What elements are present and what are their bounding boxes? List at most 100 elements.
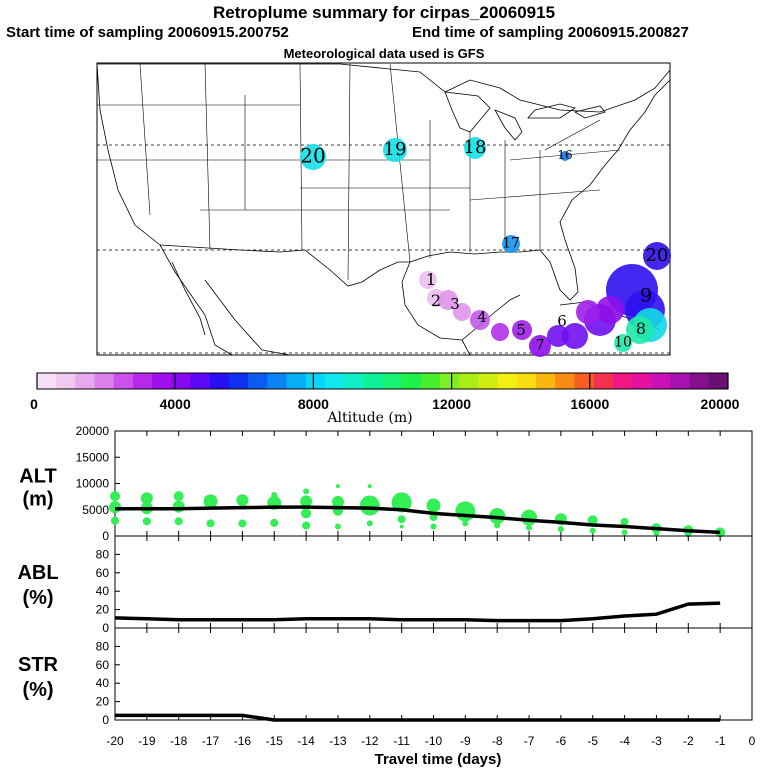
plume-day-label: 20 <box>646 245 669 266</box>
y-tick-label: 80 <box>96 639 110 653</box>
plume-day-label: 7 <box>536 338 545 354</box>
y-tick-label: 15000 <box>76 450 110 464</box>
plume-day-label: 19 <box>384 139 407 160</box>
x-tick-label: -16 <box>234 734 252 748</box>
altitude-point <box>236 494 249 507</box>
retroplume: 20 19 18 17 16 20 1 2 34 5 67 8 9 10 <box>300 137 671 357</box>
altitude-point <box>111 516 119 525</box>
panel-unit: (%) <box>22 587 53 609</box>
altitude-point <box>391 492 412 513</box>
trajectory-map: 20 19 18 17 16 20 1 2 34 5 67 8 9 10 <box>96 62 671 357</box>
plume-labels: 20 19 18 17 16 20 1 2 34 5 67 8 9 10 <box>300 137 668 354</box>
str-panel: 0 20 40 60 80 STR (%) <box>18 627 753 727</box>
colorbar-cell <box>440 373 460 389</box>
altitude-point <box>335 484 340 489</box>
x-tick-label: -11 <box>393 734 410 748</box>
x-tick-label: 0 <box>749 734 756 748</box>
panel-unit: (%) <box>22 679 53 701</box>
colorbar-cell <box>171 373 192 389</box>
x-tick-label: -17 <box>202 734 220 748</box>
altitude-point <box>367 484 372 489</box>
colorbar-cell <box>401 373 422 389</box>
colorbar-cell <box>152 373 172 389</box>
colorbar-cell <box>75 373 96 389</box>
x-tick-label: -2 <box>683 734 694 748</box>
altitude-point <box>173 491 184 502</box>
plume-day-label: 8 <box>636 319 646 338</box>
altitude-point <box>359 495 380 516</box>
plume-blob <box>453 303 471 321</box>
altitude-point <box>206 519 215 528</box>
altitude-median-line <box>115 505 721 535</box>
x-tick-label: -14 <box>297 734 315 748</box>
colorbar-cell <box>56 373 76 389</box>
colorbar-cell <box>190 373 211 389</box>
start-time-value: 20060915.200752 <box>167 24 289 41</box>
y-tick-label: 10000 <box>76 477 110 491</box>
altitude-point <box>587 515 598 526</box>
colorbar-cell <box>708 373 729 389</box>
colorbar-cell <box>113 373 134 389</box>
colorbar-tick-label: 0 <box>30 396 38 412</box>
y-tick-label: 40 <box>96 676 110 690</box>
plume-blob <box>529 335 551 357</box>
colorbar-cell <box>478 373 499 389</box>
y-tick-label: 5000 <box>82 503 109 517</box>
plume-day-label: 10 <box>614 335 632 351</box>
colorbar-cell <box>132 373 153 389</box>
colorbar-ticks: 0 4000 8000 12000 16000 20000 <box>30 373 740 412</box>
colorbar-cell <box>516 373 537 389</box>
colorbar-cell <box>632 373 652 389</box>
y-tick-label: 0 <box>102 713 109 727</box>
altitude-point <box>334 523 341 530</box>
plume-day-label: 9 <box>640 284 652 306</box>
colorbar-cell <box>536 373 556 389</box>
colorbar-cell <box>363 373 383 389</box>
x-tick-label: -1 <box>715 734 726 748</box>
end-time: End time of sampling 20060915.200827 <box>412 24 689 41</box>
altitude-point <box>621 529 628 536</box>
y-tick-label: 60 <box>96 658 110 672</box>
altitude-point <box>238 519 247 528</box>
x-axis-title: Travel time (days) <box>375 751 502 768</box>
plume-day-label: 17 <box>502 236 520 252</box>
colorbar-title: Altitude (m) <box>326 410 412 426</box>
plume-day-label: 20 <box>300 144 325 168</box>
colorbar-cell <box>459 373 479 389</box>
end-time-label: End time of sampling <box>412 24 564 41</box>
plume-blob <box>643 242 671 270</box>
altitude-point <box>653 529 660 536</box>
alt-panel: 0 5000 10000 15000 20000 ALT(m) <box>19 424 753 543</box>
colorbar-cell <box>248 373 268 389</box>
figure-title: Retroplume summary for cirpas_20060915 <box>212 3 556 22</box>
y-tick-label: 20000 <box>76 424 110 438</box>
x-tick-label: -18 <box>170 734 188 748</box>
plume-day-label: 4 <box>477 308 487 326</box>
plume-blob <box>383 138 407 162</box>
plume-blob <box>626 316 654 344</box>
plume-blob <box>470 310 490 330</box>
x-tick-label: -12 <box>361 734 379 748</box>
panel-unit: (m) <box>22 489 53 511</box>
colorbar-cell <box>497 373 518 389</box>
plume-blob <box>502 235 520 253</box>
colorbar-cell <box>382 373 403 389</box>
plume-blob <box>491 323 509 341</box>
x-axis: -20 -19 -18 -17 -16 -15 -14 -13 -12 -11 -10 -9 -8 -7-… <box>106 734 755 768</box>
altitude-point <box>455 501 476 522</box>
panel-label: ALT <box>19 466 56 488</box>
colorbar-tick-label: 16000 <box>570 396 609 412</box>
altitude-point <box>526 524 533 531</box>
colorbar-cell <box>344 373 364 389</box>
str-line <box>115 713 721 722</box>
panel-label: STR <box>18 654 59 676</box>
plume-blob <box>576 300 600 324</box>
x-tick-label: -20 <box>106 734 124 748</box>
time-series-panels: 0 5000 10000 15000 20000 ALT(m) 0 20 40 60 80 ABL (%… <box>17 424 755 768</box>
panel-label: ABL <box>17 562 58 584</box>
plume-day-label: 18 <box>464 137 487 158</box>
colorbar-tick-label: 8000 <box>298 396 329 412</box>
x-tick-label: -7 <box>524 734 535 748</box>
colorbar-cell <box>612 373 633 389</box>
